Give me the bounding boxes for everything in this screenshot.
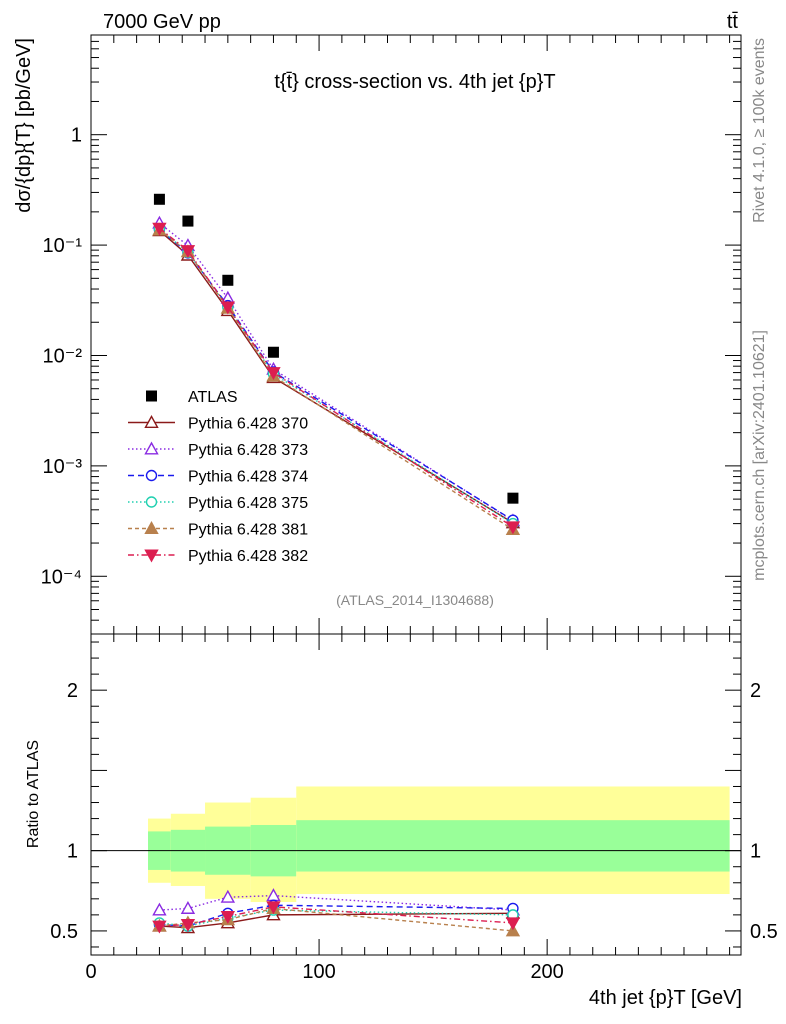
axis-ticks: 0 100 200 1 10⁻¹ 10⁻² 10⁻³ 10⁻⁴ 0.5 0.5 1 1 2 2: [41, 34, 778, 983]
x-tick-label-1: 100: [302, 961, 335, 983]
y-tick-label-ratio-right-2: 2: [750, 680, 761, 702]
series-point-5-4: [505, 521, 521, 535]
y-tick-label-ratio-right-1: 1: [750, 841, 761, 863]
legend-label-5: Pythia 6.428 382: [188, 548, 308, 565]
ratio-point-1-1: [180, 901, 196, 914]
y-tick-label-ratio-left-0: 0.5: [50, 921, 78, 943]
y-tick-label-main-4: 10⁻⁴: [41, 566, 82, 588]
ratio-point-5-0: [152, 920, 167, 934]
series-point-5-1: [180, 245, 196, 259]
ratio-point-5-2: [220, 910, 236, 924]
y-tick-label-ratio-right-0: 0.5: [750, 921, 778, 943]
y-tick-label-main-2: 10⁻²: [43, 345, 83, 367]
series-line-1: [158, 222, 514, 522]
data-point-4: [507, 492, 519, 504]
side-label-rivet: Rivet 4.1.0, ≥ 100k events: [751, 38, 768, 223]
legend-marker-data: [146, 390, 157, 402]
ratio-marks: [152, 888, 521, 937]
ratio-bands: [91, 786, 741, 903]
x-tick-label-0: 0: [85, 961, 96, 983]
right-title: tt̄: [727, 11, 739, 33]
y-axis-label-ratio: Ratio to ATLAS: [25, 740, 42, 848]
series-line-5: [158, 227, 514, 528]
legend-marker-4: [144, 521, 159, 534]
watermark: (ATLAS_2014_I1304688): [336, 592, 494, 608]
legend-label-2: Pythia 6.428 374: [188, 469, 308, 486]
legend: ATLAS Pythia 6.428 370 Pythia 6.428 373 Pyt…: [128, 389, 308, 565]
legend-marker-0: [144, 415, 159, 428]
y-tick-label-main-1: 10⁻¹: [43, 235, 83, 257]
ratio-line-5: [159, 906, 513, 927]
ratio-point-5-3: [266, 901, 281, 915]
ratio-frame: [90, 633, 742, 956]
main-marks: [152, 193, 521, 536]
series-point-5-3: [266, 367, 281, 381]
data-point-0: [153, 193, 165, 205]
y-tick-label-ratio-left-1: 1: [67, 841, 78, 863]
y-tick-label-main-3: 10⁻³: [43, 456, 83, 478]
y-tick-label-ratio-left-2: 2: [67, 680, 78, 702]
legend-label-1: Pythia 6.428 373: [188, 442, 308, 459]
legend-label-0: Pythia 6.428 370: [188, 416, 308, 433]
legend-marker-1: [144, 441, 159, 455]
data-point-2: [222, 274, 234, 286]
main-panel: [90, 34, 742, 635]
legend-label-3: Pythia 6.428 375: [188, 495, 308, 512]
ratio-point-1-2: [220, 889, 236, 903]
ratio-point-1-0: [152, 902, 167, 916]
x-axis-label: 4th jet {p}T [GeV]: [589, 987, 742, 1009]
ratio-line-2: [159, 904, 513, 927]
y-axis-label-main: dσ/{dp}{T} [pb/GeV]: [13, 38, 35, 213]
side-label-mcplots: mcplots.cern.ch [arXiv:2401.10621]: [751, 330, 768, 581]
legend-marker-2: [145, 469, 158, 482]
chart-title: t{t̄} cross-section vs. 4th jet {p}T: [274, 71, 555, 93]
left-title: 7000 GeV pp: [103, 11, 221, 33]
legend-marker-3: [145, 496, 158, 508]
ratio-point-5-4: [505, 917, 521, 931]
x-tick-label-2: 200: [530, 961, 563, 983]
y-tick-label-main-0: 1: [71, 125, 82, 147]
ratio-panel: [90, 633, 742, 956]
band-stat-4: [296, 820, 730, 872]
data-point-3: [267, 346, 279, 358]
legend-label-4: Pythia 6.428 381: [188, 522, 308, 539]
series-point-5-0: [152, 222, 167, 236]
legend-label-data: ATLAS: [188, 389, 238, 406]
series-point-5-2: [220, 301, 236, 315]
ratio-point-5-1: [180, 919, 196, 932]
main-frame: [90, 34, 742, 635]
legend-marker-5: [144, 549, 159, 563]
data-point-1: [182, 215, 194, 227]
